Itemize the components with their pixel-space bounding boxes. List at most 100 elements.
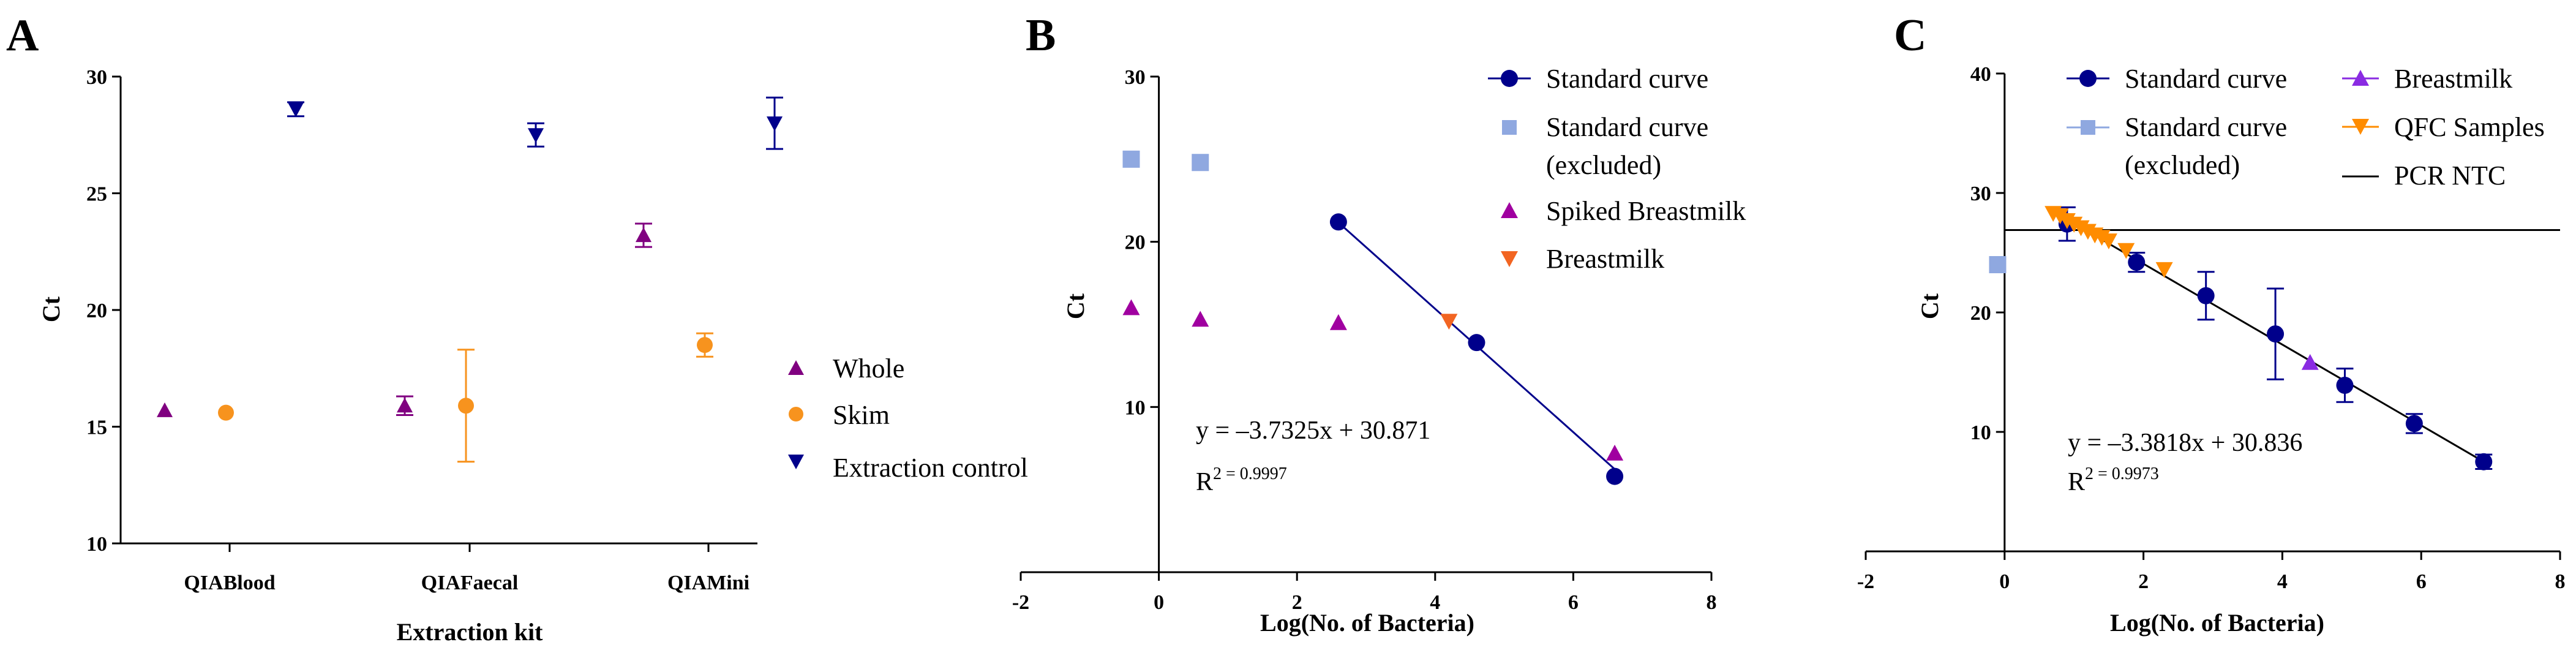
legend-excluded-marker [1502, 120, 1517, 135]
legend-excluded-label-2: (excluded) [1546, 150, 1661, 180]
legend-c-qfc-marker [2352, 119, 2369, 135]
panel-c-xlabel: Log(No. of Bacteria) [2110, 609, 2324, 637]
legend-item-spiked-breastmilk: Spiked Breastmilk [1501, 196, 1746, 226]
panel-a-point-extraction-control-qiablood [288, 102, 304, 118]
panel-c-xtick-label-4: 4 [2277, 570, 2288, 593]
panel-b-r2-label: R [1196, 468, 1213, 496]
legend-whole-marker [788, 360, 804, 375]
legend-item-skim: Skim [789, 400, 890, 430]
panel-b-point-spiked-breastmilk-0 [1122, 299, 1140, 316]
legend-breastmilk-marker [1501, 251, 1518, 267]
panel-c-equation: y = –3.3818x + 30.836 [2068, 429, 2302, 457]
panel-c-point-standard-curve-1 [2128, 254, 2146, 271]
panel-a-xlabel: Extraction kit [397, 618, 544, 646]
legend-breastmilk-label: Breastmilk [1546, 244, 1664, 274]
legend-spiked-breastmilk-marker [1501, 202, 1518, 218]
panel-c-ytick-label-10: 10 [1970, 421, 1991, 444]
panel-a-ytick-label-30: 30 [86, 66, 107, 89]
legend-skim-marker [789, 407, 803, 421]
legend-item-c-pcr-ntc: PCR NTC [2342, 161, 2506, 191]
legend-c-excluded-label-2: (excluded) [2125, 150, 2240, 180]
panel-c-r2-value: 2 = 0.9973 [2085, 464, 2159, 483]
panel-c-point-standard-curve-6 [2475, 453, 2493, 470]
panel-c-r2-label: R [2068, 468, 2085, 496]
panel-a-ytick-label-15: 15 [86, 417, 107, 439]
panel-a-point-skim-qiamini [697, 337, 713, 353]
panel-b-xtick-label--2: -2 [1012, 591, 1029, 614]
panel-b-point-standard-curve-1 [1468, 334, 1485, 352]
panel-a-ytick-label-25: 25 [86, 183, 107, 206]
panel-letter-b: B [1026, 10, 1056, 61]
legend-excluded-label: Standard curve [1546, 112, 1708, 142]
panel-b-legend: Standard curve Standard curve (excluded)… [1488, 64, 1746, 274]
legend-c-standard-curve-marker [2079, 70, 2097, 87]
panel-b-ytick-label-30: 30 [1125, 66, 1146, 89]
legend-item-c-qfc-samples: QFC Samples [2342, 112, 2545, 142]
panel-a-point-extraction-control-qiafaecal [528, 128, 544, 143]
legend-item-extraction-control: Extraction control [788, 453, 1028, 483]
legend-c-ntc-label: PCR NTC [2394, 161, 2506, 191]
legend-spiked-breastmilk-label: Spiked Breastmilk [1546, 196, 1746, 226]
legend-standard-curve-label: Standard curve [1546, 64, 1708, 94]
panel-c-point-qfc-samples-8 [2100, 233, 2117, 249]
panel-c-point-breastmilk-0 [2301, 353, 2319, 370]
panel-b-point-standard-curve-0 [1329, 213, 1347, 231]
panel-a-point-whole-qiamini [636, 227, 652, 243]
legend-standard-curve-marker [1501, 70, 1518, 87]
legend-c-qfc-label: QFC Samples [2394, 112, 2545, 142]
legend-item-c-excluded: Standard curve (excluded) [2067, 112, 2287, 180]
panel-a-point-whole-qiafaecal [397, 398, 413, 413]
panel-c-ytick-label-20: 20 [1970, 302, 1991, 325]
panel-c-point-standard-curve-2 [2197, 287, 2215, 304]
panel-a-ytick-label-20: 20 [86, 300, 107, 322]
panel-a-xtick-label-qiafaecal: QIAFaecal [421, 572, 519, 594]
panel-c-xtick-label--2: -2 [1857, 570, 1874, 593]
legend-extraction-control-marker [788, 455, 804, 469]
panel-b-xtick-label-4: 4 [1430, 591, 1440, 614]
panel-b-r2-value: 2 = 0.9997 [1213, 464, 1287, 483]
panel-c-point-standard-curve-3 [2267, 325, 2285, 343]
panel-c-xtick-label-8: 8 [2555, 570, 2566, 593]
panel-b-point-spiked-breastmilk-3 [1606, 444, 1624, 461]
panel-b-ytick-label-20: 20 [1125, 232, 1146, 254]
legend-item-breastmilk: Breastmilk [1501, 244, 1664, 274]
panel-a-ylabel: Ct [37, 296, 65, 322]
panel-c-point-qfc-samples-9 [2117, 243, 2135, 259]
panel-a-point-extraction-control-qiamini [767, 116, 783, 132]
panel-a-point-whole-qiablood [157, 402, 173, 417]
legend-c-excluded-marker [2081, 120, 2095, 135]
panel-a-ytick-label-10: 10 [86, 533, 107, 556]
legend-item-standard-curve: Standard curve [1488, 64, 1708, 94]
panel-c-point-standard-curve-4 [2336, 376, 2354, 394]
panel-c-point-standard-curve-excluded--0 [1989, 256, 2007, 273]
panel-b-point-standard-curve-excluded--0 [1122, 150, 1140, 168]
panel-c-ytick-label-40: 40 [1970, 63, 1991, 86]
panel-b-xtick-label-8: 8 [1707, 591, 1717, 614]
panel-b-xtick-label-0: 0 [1154, 591, 1164, 614]
panel-a-xtick-label-qiablood: QIABlood [184, 572, 275, 594]
legend-whole-label: Whole [833, 353, 904, 384]
panel-a-legend: Whole Skim Extraction control [788, 353, 1028, 483]
panel-c-r2: R2 = 0.9973 [2068, 464, 2159, 496]
panel-b-xtick-label-2: 2 [1292, 591, 1302, 614]
panel-letter-a: A [6, 10, 39, 61]
panel-c-legend: Standard curve Standard curve (excluded)… [2067, 64, 2545, 191]
chart-panel-a: Ct Extraction kit Whole Skim Extraction … [37, 66, 1028, 646]
legend-skim-label: Skim [833, 400, 890, 430]
panel-b-point-spiked-breastmilk-1 [1192, 311, 1209, 327]
panel-c-ytick-label-30: 30 [1970, 183, 1991, 205]
panel-b-point-spiked-breastmilk-2 [1329, 314, 1347, 330]
panel-c-xtick-label-6: 6 [2416, 570, 2427, 593]
legend-c-standard-curve-label: Standard curve [2125, 64, 2287, 94]
panel-b-xtick-label-6: 6 [1568, 591, 1579, 614]
panel-a-point-skim-qiafaecal [458, 398, 474, 414]
panel-b-equation: y = –3.7325x + 30.871 [1196, 417, 1430, 445]
panel-b-point-standard-curve-excluded--1 [1192, 154, 1209, 172]
legend-c-excluded-label: Standard curve [2125, 112, 2287, 142]
panel-b-xlabel: Log(No. of Bacteria) [1260, 609, 1474, 637]
panel-b-r2: R2 = 0.9997 [1196, 464, 1287, 496]
panel-a-point-skim-qiablood [218, 404, 234, 421]
panel-b-ytick-label-10: 10 [1125, 396, 1146, 419]
panel-c-ylabel: Ct [1916, 293, 1943, 319]
